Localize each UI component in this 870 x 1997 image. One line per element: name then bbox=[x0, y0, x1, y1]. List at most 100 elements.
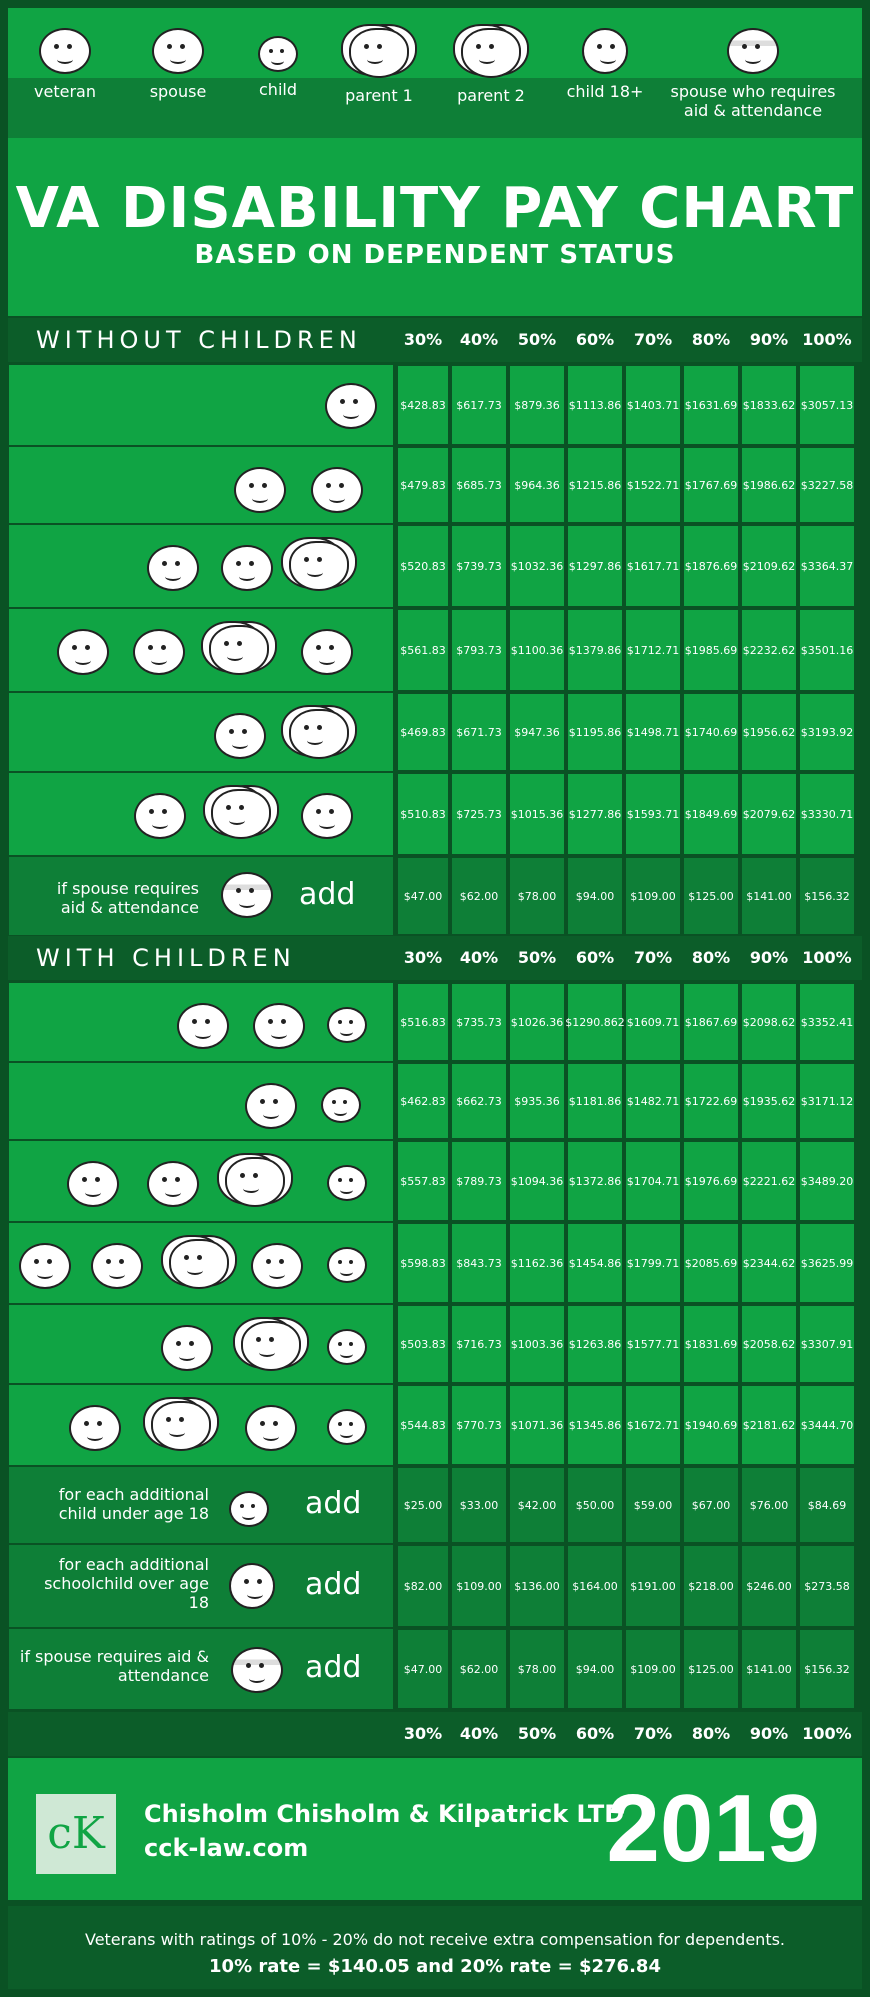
rate-cell: $1831.69 bbox=[682, 1304, 740, 1384]
dependent-legend: veteran spouse child parent 1 parent 2 c… bbox=[8, 8, 862, 138]
table-row: $561.83 $793.73 $1100.36 $1379.86 $1712.71 $1… bbox=[8, 608, 862, 692]
rate-cell: $2221.62 bbox=[740, 1140, 798, 1222]
add-word: add bbox=[299, 877, 356, 912]
rate-cell: $3364.37 bbox=[798, 524, 856, 608]
rate-cell: $557.83 bbox=[396, 1140, 450, 1222]
percent-header: 60% bbox=[575, 1724, 615, 1743]
rate-cell: $3625.99 bbox=[798, 1222, 856, 1304]
rate-cell: $1003.36 bbox=[508, 1304, 566, 1384]
rate-cell: $3352.41 bbox=[798, 982, 856, 1062]
rate-cell: $1113.86 bbox=[566, 364, 624, 446]
note-line-1: Veterans with ratings of 10% - 20% do no… bbox=[84, 1930, 786, 1949]
rate-cell: $2181.62 bbox=[740, 1384, 798, 1466]
rate-cell: $1609.71 bbox=[624, 982, 682, 1062]
rate-cell: $964.36 bbox=[508, 446, 566, 524]
veteran-face-icon bbox=[325, 383, 377, 429]
spouse-face-icon bbox=[221, 545, 273, 591]
graduate-face-icon bbox=[229, 1563, 275, 1609]
veteran-face-icon bbox=[57, 629, 109, 675]
row-dependents bbox=[8, 364, 394, 446]
table-row: $598.83 $843.73 $1162.36 $1454.86 $1799.71 $2… bbox=[8, 1222, 862, 1304]
rate-cell: $617.73 bbox=[450, 364, 508, 446]
veteran-face-icon bbox=[67, 1161, 119, 1207]
percent-header: 40% bbox=[459, 948, 499, 967]
rate-cell: $1071.36 bbox=[508, 1384, 566, 1466]
row-dependents: if spouse requires aid & attendance add bbox=[8, 1628, 394, 1710]
percent-header: 40% bbox=[459, 1724, 499, 1743]
parent-face-icon bbox=[245, 1405, 297, 1451]
rate-cell: $1740.69 bbox=[682, 692, 740, 772]
legend-label: spouse who requires aid & attendance bbox=[670, 82, 836, 120]
note-line-2: 10% rate = $140.05 and 20% rate = $276.8… bbox=[209, 1956, 661, 1977]
rate-cell: $947.36 bbox=[508, 692, 566, 772]
bandaged-face-icon bbox=[727, 28, 779, 74]
rate-cell: $1722.69 bbox=[682, 1062, 740, 1140]
rate-cell: $3171.12 bbox=[798, 1062, 856, 1140]
table-row: $428.83 $617.73 $879.36 $1113.86 $1403.71 $16… bbox=[8, 364, 862, 446]
legend-label: child 18+ bbox=[566, 82, 644, 101]
spouse-face-icon bbox=[311, 467, 363, 513]
rate-cell: $218.00 bbox=[682, 1544, 740, 1628]
rate-cell: $2079.62 bbox=[740, 772, 798, 856]
percent-header: 100% bbox=[802, 948, 852, 967]
spouse-face-icon bbox=[91, 1243, 143, 1289]
rate-cell: $1940.69 bbox=[682, 1384, 740, 1466]
veteran-face-icon bbox=[245, 1083, 297, 1129]
rate-cell: $1767.69 bbox=[682, 446, 740, 524]
rate-cell: $1372.86 bbox=[566, 1140, 624, 1222]
rate-cell: $462.83 bbox=[396, 1062, 450, 1140]
rate-cell: $1577.71 bbox=[624, 1304, 682, 1384]
rate-cell: $141.00 bbox=[740, 856, 798, 936]
rate-cell: $1617.71 bbox=[624, 524, 682, 608]
rate-cell: $1986.62 bbox=[740, 446, 798, 524]
firm-website[interactable]: cck-law.com bbox=[144, 1834, 309, 1862]
table-row: $469.83 $671.73 $947.36 $1195.86 $1498.71 $17… bbox=[8, 692, 862, 772]
table-row: if spouse requires aid & attendance add $4… bbox=[8, 1628, 862, 1710]
rate-cell: $59.00 bbox=[624, 1466, 682, 1544]
rate-cell: $2232.62 bbox=[740, 608, 798, 692]
legend-child-18-plus: child 18+ bbox=[560, 28, 650, 101]
rate-cell: $164.00 bbox=[566, 1544, 624, 1628]
rate-cell: $3193.92 bbox=[798, 692, 856, 772]
parent-face-icon bbox=[301, 629, 353, 675]
rate-cell: $1935.62 bbox=[740, 1062, 798, 1140]
rate-cell: $1032.36 bbox=[508, 524, 566, 608]
rate-cell: $2085.69 bbox=[682, 1222, 740, 1304]
rate-cell: $78.00 bbox=[508, 856, 566, 936]
rate-cell: $1263.86 bbox=[566, 1304, 624, 1384]
percent-header: 60% bbox=[575, 330, 615, 349]
spouse-face-icon bbox=[152, 28, 204, 74]
add-label: if spouse requires aid & attendance bbox=[19, 1647, 209, 1685]
spouse-face-icon bbox=[133, 629, 185, 675]
table-row: $557.83 $789.73 $1094.36 $1372.86 $1704.71 $1… bbox=[8, 1140, 862, 1222]
percent-header: 80% bbox=[691, 948, 731, 967]
parent-face-icon bbox=[151, 1401, 211, 1451]
percent-header: 30% bbox=[403, 1724, 443, 1743]
rate-cell: $141.00 bbox=[740, 1628, 798, 1710]
rate-cell: $843.73 bbox=[450, 1222, 508, 1304]
row-dependents: if spouse requires aid & attendance add bbox=[8, 856, 394, 936]
veteran-face-icon bbox=[39, 28, 91, 74]
chart-year: 2019 bbox=[606, 1775, 820, 1882]
rate-cell: $1162.36 bbox=[508, 1222, 566, 1304]
rate-cell: $879.36 bbox=[508, 364, 566, 446]
rate-cell: $94.00 bbox=[566, 856, 624, 936]
row-dependents: for each additional child under age 18 ad… bbox=[8, 1466, 394, 1544]
percent-header: 90% bbox=[749, 1724, 789, 1743]
percent-header: 60% bbox=[575, 948, 615, 967]
rate-cell: $125.00 bbox=[682, 856, 740, 936]
percent-header: 30% bbox=[403, 330, 443, 349]
percent-header: 70% bbox=[633, 948, 673, 967]
percent-header: 30% bbox=[403, 948, 443, 967]
page-title: VA DISABILITY PAY CHART bbox=[15, 176, 855, 241]
rate-cell: $47.00 bbox=[396, 856, 450, 936]
rate-cell: $725.73 bbox=[450, 772, 508, 856]
spouse-face-icon bbox=[147, 1161, 199, 1207]
rate-cell: $1215.86 bbox=[566, 446, 624, 524]
row-dependents: for each additional schoolchild over age… bbox=[8, 1544, 394, 1628]
legend-spouse-aid: spouse who requires aid & attendance bbox=[668, 28, 838, 120]
rate-cell: $156.32 bbox=[798, 1628, 856, 1710]
firm-name: Chisholm Chisholm & Kilpatrick LTD bbox=[144, 1800, 625, 1828]
percent-header: 50% bbox=[517, 948, 557, 967]
